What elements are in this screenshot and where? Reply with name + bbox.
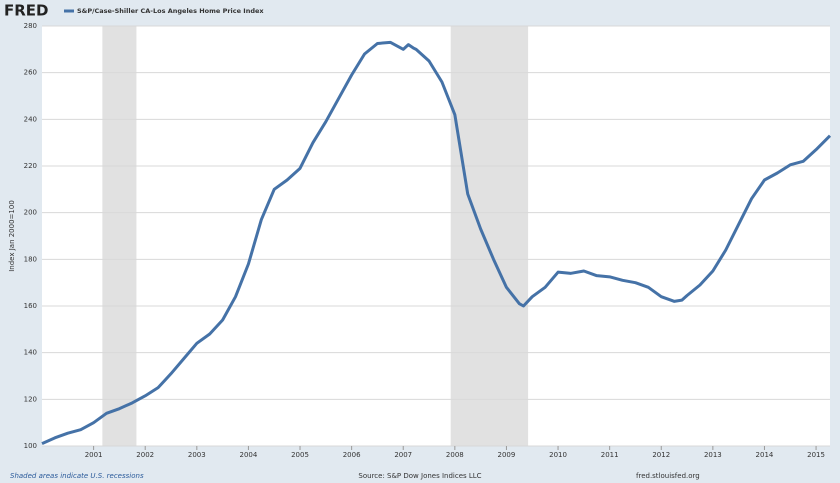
x-tick-label: 2001 [85, 451, 103, 459]
y-tick-label: 140 [24, 349, 37, 357]
recession-shade [102, 26, 137, 446]
x-tick-label: 2011 [601, 451, 619, 459]
y-tick-label: 120 [24, 395, 37, 403]
x-tick-label: 2006 [343, 451, 361, 459]
x-tick-label: 2009 [498, 451, 516, 459]
footer-source: Source: S&P Dow Jones Indices LLC [358, 472, 481, 480]
x-tick-label: 2008 [446, 451, 464, 459]
y-tick-label: 280 [24, 22, 37, 30]
y-axis-label: Index Jan 2000=100 [8, 200, 16, 272]
y-tick-label: 260 [24, 69, 37, 77]
x-tick-label: 2014 [756, 451, 774, 459]
logo: FRED [4, 2, 49, 20]
y-tick-label: 200 [24, 209, 37, 217]
x-tick-label: 2002 [136, 451, 154, 459]
footer-note: Shaded areas indicate U.S. recessions [10, 472, 144, 480]
x-tick-label: 2005 [291, 451, 309, 459]
x-tick-label: 2007 [394, 451, 412, 459]
x-tick-label: 2004 [240, 451, 258, 459]
legend-label: S&P/Case-Shiller CA-Los Angeles Home Pri… [77, 7, 264, 15]
x-tick-label: 2003 [188, 451, 206, 459]
footer-site: fred.stlouisfed.org [636, 472, 700, 480]
y-tick-label: 240 [24, 115, 37, 123]
plot-area [42, 26, 830, 446]
x-tick-label: 2015 [807, 451, 825, 459]
y-tick-label: 220 [24, 162, 37, 170]
x-tick-label: 2012 [652, 451, 670, 459]
y-tick-label: 100 [24, 442, 37, 450]
x-tick-label: 2013 [704, 451, 722, 459]
y-tick-label: 160 [24, 302, 37, 310]
x-tick-label: 2010 [549, 451, 567, 459]
data-line [41, 40, 832, 446]
y-tick-label: 180 [24, 255, 37, 263]
recession-shade [450, 26, 529, 446]
